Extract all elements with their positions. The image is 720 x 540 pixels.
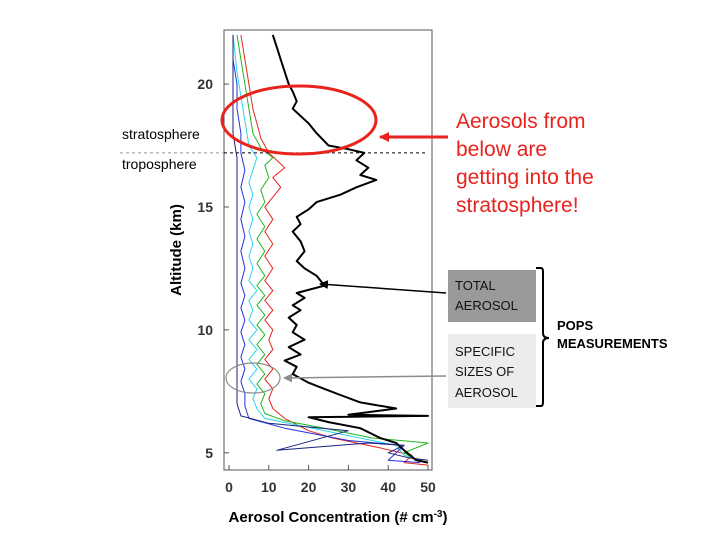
x-tick-label: 0	[225, 479, 233, 495]
pops-bracket	[536, 267, 550, 407]
series-line-size-4	[232, 34, 421, 464]
callout-line-3: getting into the	[456, 166, 594, 189]
x-tick-label: 30	[341, 479, 357, 495]
callout-line-1: Aerosols from	[456, 110, 586, 133]
specific-sizes-pointer	[283, 373, 447, 383]
series-line-size-3	[232, 34, 421, 461]
y-tick-label: 15	[197, 199, 213, 215]
series-layer	[232, 34, 429, 466]
y-axis-title: Altitude (km)	[168, 204, 185, 296]
x-tick-label: 10	[261, 479, 277, 495]
x-axis-ticks: 0 10 20 30 40 50	[225, 465, 436, 495]
series-line-total	[271, 34, 429, 464]
series-line-size-5	[232, 34, 429, 461]
specific-sizes-box	[448, 334, 536, 408]
callout-line-4: stratosphere!	[456, 194, 579, 217]
x-tick-label: 20	[301, 479, 317, 495]
plot-frame	[223, 29, 433, 471]
callout-line-2: below are	[456, 138, 547, 161]
series-line-size-2	[236, 34, 429, 464]
specific-sizes-line-3: AEROSOL	[455, 385, 518, 400]
series-line-size-1	[240, 34, 429, 466]
y-tick-label: 10	[197, 322, 213, 338]
specific-sizes-line-2: SIZES OF	[455, 364, 514, 379]
pops-label-line-2: MEASUREMENTS	[557, 336, 668, 351]
x-tick-label: 50	[420, 479, 436, 495]
y-axis-ticks: 5 10 15 20	[197, 76, 229, 461]
troposphere-label: troposphere	[122, 156, 197, 172]
pops-label-line-1: POPS	[557, 318, 593, 333]
total-aerosol-line-2: AEROSOL	[455, 298, 518, 313]
stratosphere-label: stratosphere	[122, 126, 200, 142]
stratosphere-highlight-ellipse	[220, 84, 378, 156]
total-aerosol-box	[448, 270, 536, 322]
y-tick-label: 20	[197, 76, 213, 92]
x-tick-label: 40	[380, 479, 396, 495]
y-tick-label: 5	[205, 445, 213, 461]
total-aerosol-line-1: TOTAL	[455, 278, 496, 293]
total-aerosol-pointer	[319, 280, 447, 294]
x-axis-title: Aerosol Concentration (# cm-3)	[229, 509, 448, 527]
specific-sizes-ellipse	[225, 362, 281, 394]
specific-sizes-line-1: SPECIFIC	[455, 344, 515, 359]
